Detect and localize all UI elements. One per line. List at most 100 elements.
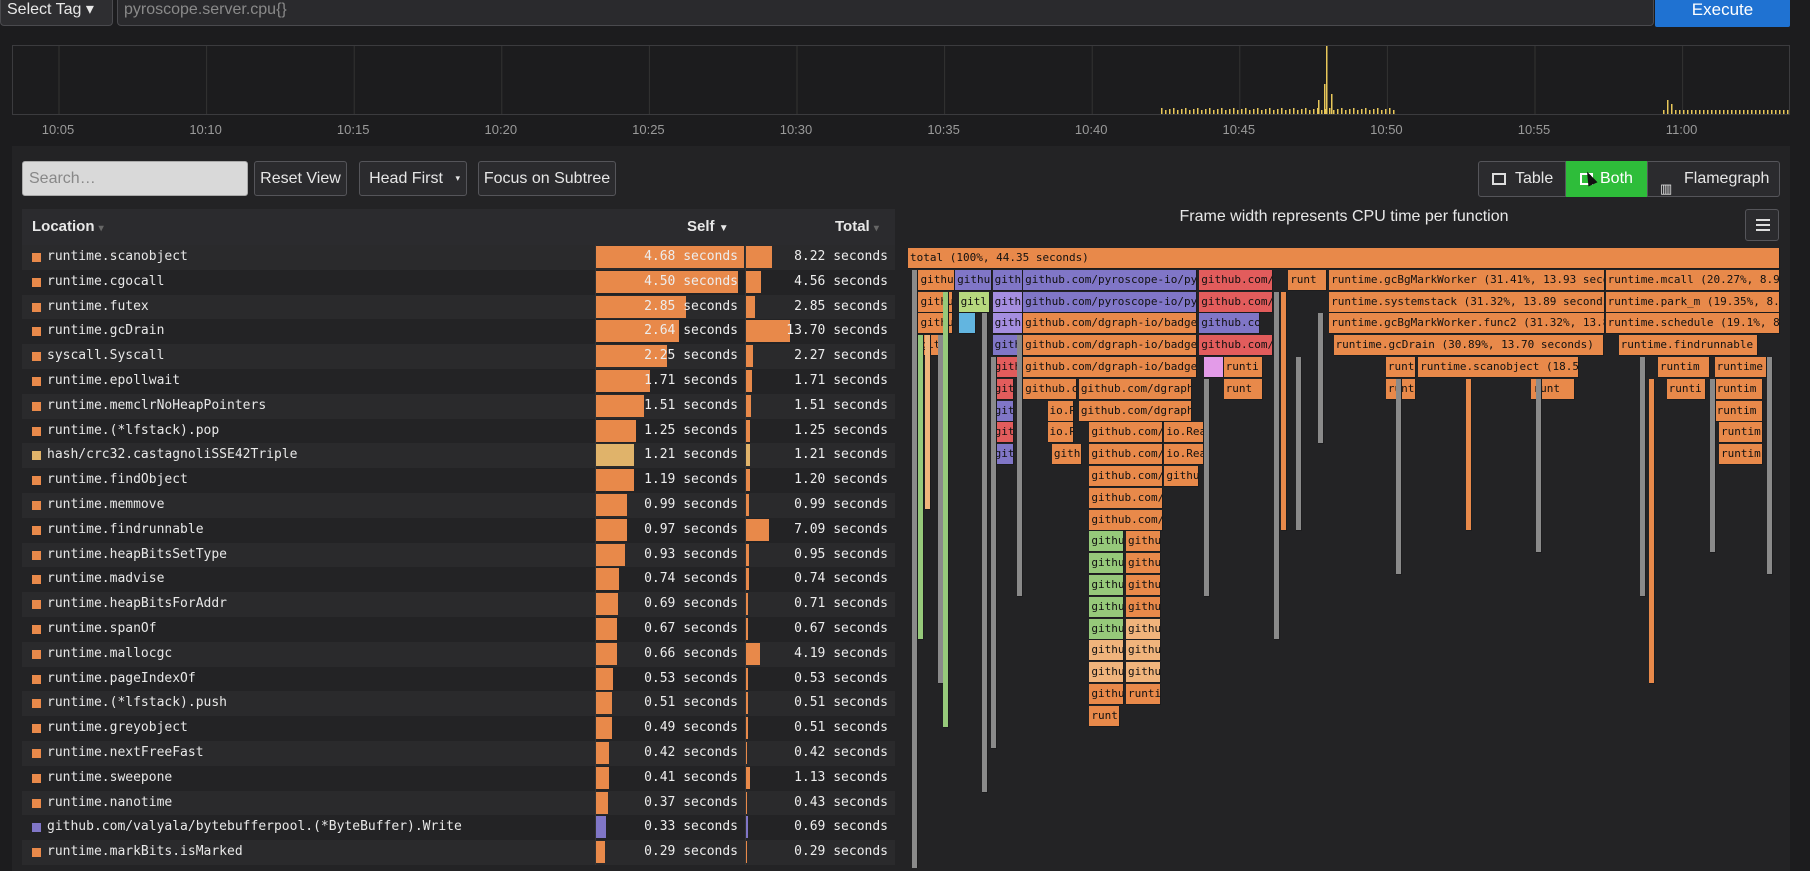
flame-frame[interactable]: github.com/d [1089,422,1164,444]
flame-frame[interactable]: githu [1051,444,1083,466]
flame-frame[interactable]: github [955,269,992,291]
total-header[interactable]: Total ▾ [835,218,879,235]
reset-view-button[interactable]: Reset View [254,161,347,196]
flame-frame[interactable]: runtim [1657,357,1711,378]
flame-frame[interactable]: githu [1126,662,1161,684]
flamegraph-view-button[interactable]: ▥ Flamegraph [1647,161,1780,197]
flame-frame[interactable]: runtim [1714,400,1763,422]
flame-frame[interactable]: runt [1089,705,1120,727]
table-row[interactable]: runtime.pageIndexOf 0.53 seconds 0.53 seco… [22,666,895,692]
flame-frame[interactable]: gitl [958,291,990,313]
flame-frame[interactable]: github.com/dgraph-io/badger/v2 [1023,313,1198,335]
flame-frame-stack[interactable] [1274,291,1281,641]
flame-frame[interactable]: runtim [1718,444,1763,466]
table-row[interactable]: runtime.nanotime 0.37 seconds 0.43 seconds [22,790,895,816]
head-first-select[interactable]: Head First ▾ [359,161,467,196]
menu-button[interactable] [1745,209,1779,241]
flame-frame-stack[interactable] [1640,357,1647,597]
table-view-button[interactable]: Table [1478,161,1566,197]
table-row[interactable]: runtime.scanobject 4.68 seconds 8.22 secon… [22,245,895,270]
flame-frame-stack[interactable] [982,313,989,793]
flame-frame[interactable]: githu [1089,553,1125,575]
query-input[interactable]: pyroscope.server.cpu{} [117,0,1654,26]
flame-frame[interactable]: runt [1385,357,1417,378]
flame-frame[interactable]: github.com/pyroscope-io/pyro [1023,291,1198,313]
flame-frame[interactable]: githu [1089,640,1125,662]
table-row[interactable]: runtime.(*lfstack).push 0.51 seconds 0.51 … [22,691,895,717]
flame-frame[interactable]: github.com/d [1089,466,1164,487]
table-row[interactable]: runtime.gcDrain 2.64 seconds 13.70 seconds [22,319,895,345]
flame-frame[interactable]: runtime.gcDrain (30.89%, 13.70 seconds) [1333,335,1604,357]
flame-frame[interactable]: runtime.park_m (19.35%, 8.58 seconds) [1605,291,1780,313]
flame-frame[interactable]: githu [992,335,1024,357]
flame-frame[interactable]: githu [1126,575,1161,596]
flame-frame[interactable]: githu [1089,618,1125,640]
execute-button[interactable]: Execute [1655,0,1790,27]
flame-frame[interactable]: github.com/ [1199,335,1274,357]
flame-frame[interactable]: github.com/dgraph-io/badger/v2 [1023,335,1198,357]
table-row[interactable]: runtime.sweepone 0.41 seconds 1.13 seconds [22,765,895,791]
flame-frame[interactable]: github.com/p [1199,269,1274,291]
flame-frame[interactable]: runtime [1714,357,1767,378]
flame-frame[interactable]: runtime.schedule (19.1%, 8.47 seconds) [1605,313,1780,335]
flame-frame[interactable]: runtime.gcBgMarkWorker (31.41%, 13.93 se… [1329,269,1605,291]
flame-frame[interactable]: github.com/d [1089,509,1164,531]
flame-frame[interactable]: github.c [1023,378,1078,400]
flame-frame-stack[interactable] [925,335,932,510]
flame-frame[interactable]: githu [1089,662,1125,684]
table-row[interactable]: runtime.findObject 1.19 seconds 1.20 secon… [22,468,895,493]
flame-frame[interactable]: runtime.scanobject (18.53%, 8.22 seconds… [1418,357,1580,378]
table-row[interactable]: runtime.futex 2.85 seconds 2.85 seconds [22,294,895,320]
flame-frame[interactable]: githu [992,378,1015,400]
flame-frame[interactable]: total (100%, 44.35 seconds) [908,248,1780,269]
search-input[interactable]: Search… [22,161,248,196]
both-view-button[interactable]: Both [1566,161,1647,197]
table-row[interactable]: runtime.memclrNoHeapPointers 1.51 seconds… [22,393,895,419]
flame-frame[interactable]: githu [1164,466,1200,487]
table-row[interactable]: runtime.epollwait 1.71 seconds 1.71 second… [22,368,895,394]
flame-frame[interactable]: io.R [1047,400,1074,422]
table-row[interactable]: runtime.nextFreeFast 0.42 seconds 0.42 sec… [22,740,895,766]
flame-frame[interactable]: githu [992,291,1024,313]
flame-frame[interactable]: github.com/dgraph-i [1078,400,1193,422]
table-row[interactable]: runtime.madvise 0.74 seconds 0.74 seconds [22,567,895,593]
flame-frame[interactable] [1204,357,1224,378]
flame-frame[interactable]: runtim [1714,378,1763,400]
flame-frame[interactable]: runtim [1718,422,1763,444]
self-header[interactable]: Self ▼ [687,218,729,235]
table-row[interactable]: runtime.findrunnable 0.97 seconds 7.09 sec… [22,517,895,543]
table-row[interactable]: runtime.heapBitsSetType 0.93 seconds 0.95 … [22,542,895,568]
table-row[interactable]: runtime.mallocgc 0.66 seconds 4.19 seconds [22,641,895,667]
flame-frame[interactable]: githu [992,313,1024,335]
flame-frame-stack[interactable] [1281,291,1288,532]
flame-frame-stack[interactable] [1296,357,1303,532]
flame-frame-stack[interactable] [912,269,919,868]
flame-frame[interactable]: githu [1089,575,1125,596]
table-row[interactable]: syscall.Syscall 2.25 seconds 2.27 seconds [22,344,895,369]
flame-frame-stack[interactable] [1535,378,1542,554]
table-row[interactable]: runtime.spanOf 0.67 seconds 0.67 seconds [22,616,895,642]
flame-frame[interactable]: github.com/dgraph-i [1078,378,1193,400]
flame-frame[interactable]: github.com/pyroscope-io/pyro [1023,269,1198,291]
flame-frame[interactable]: github [918,269,956,291]
flame-frame[interactable]: io.Rea [1164,444,1204,466]
flame-frame[interactable]: github.com/p [1199,291,1274,313]
flame-frame[interactable]: githu [1126,618,1161,640]
flame-frame-stack[interactable] [1649,378,1656,684]
flame-frame[interactable]: runti [1223,357,1263,378]
flame-frame[interactable]: githu [1089,596,1125,618]
table-row[interactable]: runtime.memmove 0.99 seconds 0.99 seconds [22,492,895,518]
flame-frame[interactable]: runtime.gcBgMarkWorker.func2 (31.32%, 13… [1329,313,1605,335]
timeline-chart[interactable] [12,45,1790,115]
flame-frame-stack[interactable] [1017,335,1023,597]
flame-frame[interactable]: runtime.mcall (20.27%, 8.99 seconds) [1605,269,1780,291]
flame-frame[interactable]: io.Rea [1164,422,1204,444]
flame-frame[interactable]: runti [1126,684,1161,705]
flamegraph[interactable]: total (100%, 44.35 seconds)githubgithubg… [908,248,1780,868]
flame-frame[interactable]: githu [1089,684,1125,705]
flame-frame-stack[interactable] [1204,378,1211,597]
table-row[interactable]: runtime.cgocall 4.50 seconds 4.56 seconds [22,269,895,295]
table-row[interactable]: hash/crc32.castagnoliSSE42Triple 1.21 sec… [22,443,895,469]
select-tag-button[interactable]: Select Tag ▾ [0,0,113,26]
flame-frame[interactable] [958,313,976,335]
